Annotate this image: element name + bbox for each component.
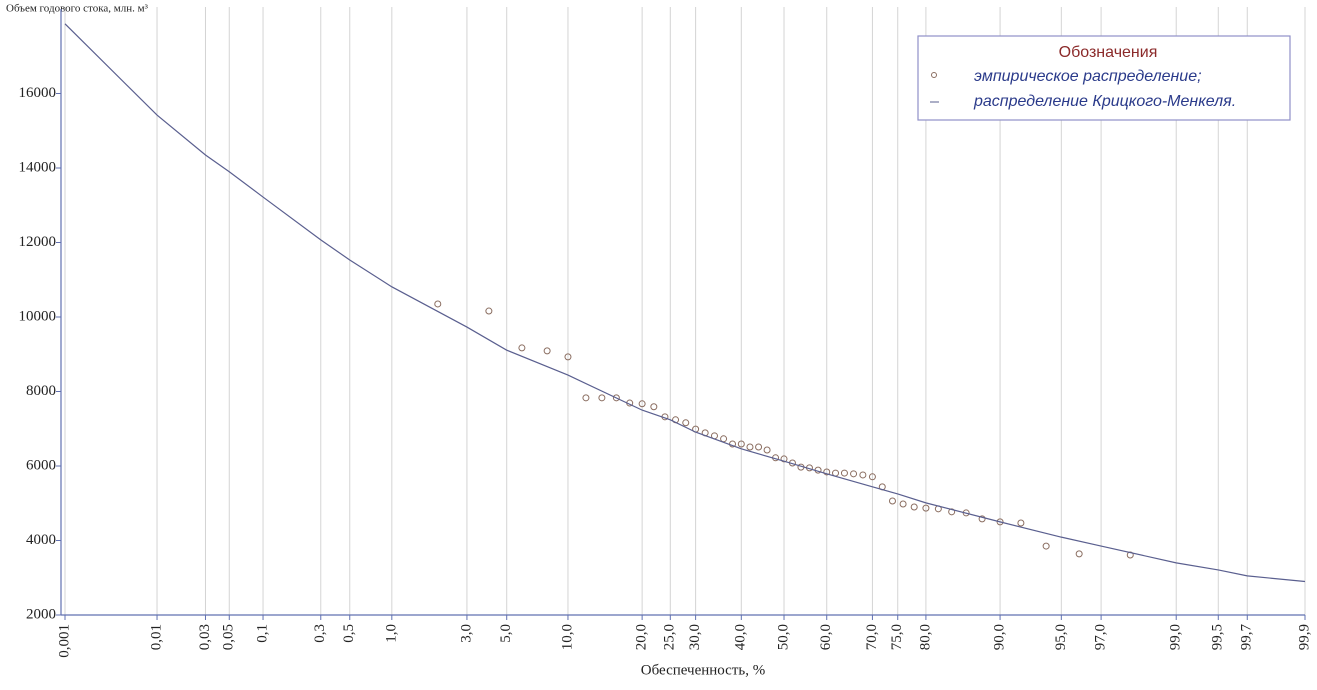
empirical-point [746,443,754,451]
empirical-point [763,446,771,454]
empirical-point [888,497,896,505]
empirical-point [978,515,986,523]
x-tick-label: 30,0 [687,624,703,650]
x-axis-label: Обеспеченность, % [641,662,765,678]
y-axis-label: Объем годового стока, млн. м³ [6,3,149,15]
x-tick-label: 95,0 [1053,624,1069,650]
empirical-point [840,469,848,477]
legend-label: распределение Крицкого-Менкеля. [973,93,1236,110]
x-tick-label: 99,9 [1296,624,1312,650]
empirical-point [485,307,493,315]
legend-label: эмпирическое распределение; [974,68,1202,85]
empirical-point [899,500,907,508]
empirical-point [823,468,831,476]
empirical-point [1017,519,1025,527]
empirical-point [996,518,1004,526]
empirical-point [612,394,620,402]
y-tick-label: 8000 [26,383,56,399]
x-tick-label: 99,7 [1239,624,1255,651]
empirical-point [755,443,763,451]
x-tick-label: 20,0 [634,624,650,650]
x-tick-label: 0,05 [221,624,237,650]
empirical-point [682,419,690,427]
x-tick-label: 99,0 [1168,624,1184,650]
x-tick-label: 10,0 [559,624,575,650]
y-tick-label: 10000 [19,308,57,324]
empirical-point [434,300,442,308]
x-tick-label: 0,001 [56,624,72,658]
legend-marker [931,72,937,78]
empirical-point [868,473,876,481]
x-tick-label: 97,0 [1093,624,1109,650]
empirical-point [598,394,606,402]
empirical-point [650,403,658,411]
x-tick-label: 0,1 [254,624,270,643]
x-tick-label: 75,0 [889,624,905,650]
x-tick-label: 1,0 [383,624,399,643]
empirical-point [737,440,745,448]
empirical-point [564,353,572,361]
empirical-point [922,504,930,512]
empirical-point [518,344,526,352]
x-tick-label: 0,5 [341,624,357,643]
x-tick-label: 99,5 [1210,624,1226,650]
empirical-point [543,347,551,355]
y-tick-label: 6000 [26,457,56,473]
empirical-point [859,471,867,479]
x-tick-label: 70,0 [864,624,880,650]
x-tick-label: 0,01 [148,624,164,650]
y-tick-label: 12000 [19,234,57,250]
empirical-point [780,455,788,463]
x-tick-label: 60,0 [818,624,834,650]
y-tick-label: 14000 [19,159,57,175]
x-tick-label: 80,0 [917,624,933,650]
empirical-point [582,394,590,402]
empirical-point [720,435,728,443]
empirical-point [850,470,858,478]
x-tick-label: 50,0 [775,624,791,650]
x-tick-label: 0,3 [312,624,328,643]
y-tick-label: 4000 [26,532,56,548]
legend-box [917,35,1291,121]
y-tick-label: 2000 [26,606,56,622]
x-tick-label: 25,0 [662,624,678,650]
empirical-point [1042,542,1050,550]
x-tick-label: 0,03 [197,624,213,650]
empirical-point [1075,550,1083,558]
x-tick-label: 40,0 [733,624,749,650]
x-tick-label: 3,0 [458,624,474,643]
fitted-curve [64,23,1306,583]
empirical-point [638,400,646,408]
empirical-point [910,503,918,511]
legend: Обозначения эмпирическое распределение; ра… [917,35,1291,121]
empirical-point [948,508,956,516]
x-tick-label: 90,0 [992,624,1008,650]
y-tick-label: 16000 [19,85,57,101]
legend-title: Обозначения [1059,44,1158,61]
x-tick-label: 5,0 [498,624,514,643]
